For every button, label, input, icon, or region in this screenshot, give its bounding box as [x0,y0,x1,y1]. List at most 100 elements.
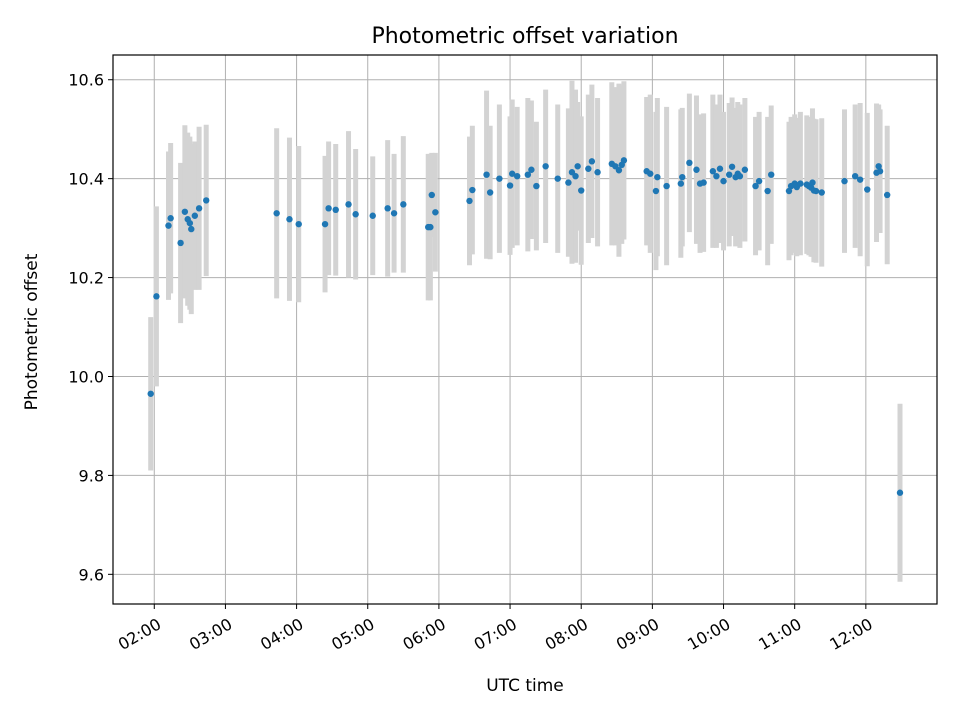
data-point [153,293,160,300]
x-tick-label: 09:00 [613,614,662,654]
data-point [486,189,494,196]
data-point [191,212,199,219]
data-point [709,168,717,175]
data-point [574,163,581,170]
data-point [167,215,174,222]
data-point [812,187,820,195]
data-point [654,173,661,181]
data-point [165,222,172,229]
x-tick-label: 03:00 [186,614,235,654]
data-point [390,210,398,217]
data-point [883,191,891,199]
data-point [647,170,654,177]
x-axis-label: UTC time [486,676,564,696]
data-point [273,210,280,217]
data-point [578,187,585,194]
chart-title: Photometric offset variation [371,24,678,49]
data-point [321,220,329,228]
y-axis-label: Photometric offset [22,253,42,410]
x-tick-label: 05:00 [328,614,377,654]
data-point [686,159,693,167]
x-tick-label: 04:00 [257,614,306,654]
data-point [864,186,871,193]
data-point [369,212,376,219]
data-point [352,211,359,218]
data-point [615,167,623,174]
y-tick-label: 10.6 [68,71,104,90]
data-point [768,171,775,178]
data-point [736,172,744,180]
data-point [720,177,727,185]
data-point [400,201,407,208]
data-point [427,223,434,231]
data-point [513,172,521,180]
data-point [841,177,848,185]
data-point [572,172,579,180]
data-point [693,166,700,173]
x-tick-label: 08:00 [542,614,591,654]
y-tick-label: 10.2 [68,269,104,288]
data-point [594,169,601,176]
data-point [700,179,707,186]
plot-frame [112,54,938,605]
x-tick-label: 02:00 [115,614,164,654]
data-point [679,173,686,181]
data-point [195,205,203,212]
x-tick-label: 07:00 [471,614,520,654]
data-points [147,157,904,496]
data-point [896,489,904,496]
data-point [620,157,628,164]
data-point [875,163,882,170]
data-point [188,225,195,233]
y-tick-label: 10.4 [68,170,104,189]
data-point [663,182,670,190]
data-point [809,179,816,186]
data-point [181,208,189,215]
data-point [295,220,302,228]
data-point [785,187,793,195]
data-point [797,180,804,187]
data-point [147,390,154,397]
data-point [508,170,516,177]
data-point [203,197,210,204]
data-point [524,171,532,178]
data-point [542,163,549,170]
data-point [588,158,596,165]
data-point [585,165,592,172]
data-point [851,172,859,180]
data-point [469,186,476,194]
data-point [728,163,736,170]
data-point [764,187,771,195]
data-point [325,205,332,212]
data-point [713,172,720,180]
data-point [177,239,184,247]
data-point [818,189,825,196]
data-point [741,166,749,173]
data-point [554,175,561,182]
x-tick-label: 10:00 [684,614,733,654]
data-point [856,176,864,183]
data-point [432,209,439,216]
data-point [716,165,724,172]
data-point [496,175,503,182]
data-point [677,180,685,187]
data-point [483,171,490,178]
data-point [533,182,540,190]
x-tick-label: 12:00 [826,614,875,654]
data-point [345,201,352,208]
data-point [384,205,391,212]
data-point [876,168,884,175]
error-bars [148,80,903,582]
data-point [528,166,535,173]
data-point [752,182,759,190]
data-point [755,177,763,185]
y-tick-label: 9.6 [79,565,104,584]
data-point [565,179,572,186]
data-point [652,187,660,195]
x-tick-label: 11:00 [755,614,804,654]
data-point [726,171,733,178]
data-point [428,191,435,199]
data-point [332,206,339,214]
y-tick-label: 9.8 [79,466,104,485]
